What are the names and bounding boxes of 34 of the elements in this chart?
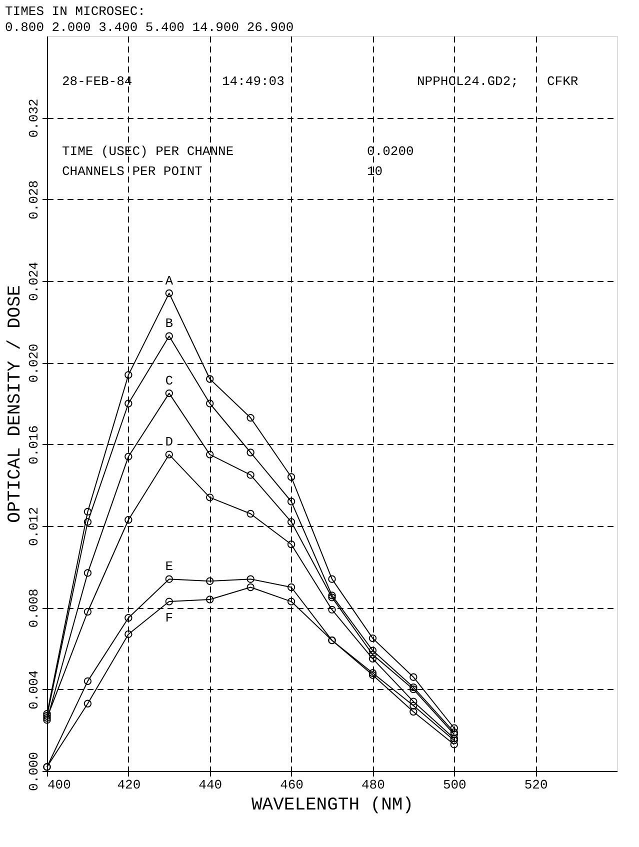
series-label: D <box>165 434 174 450</box>
y-tick-label: 0.004 <box>26 670 42 710</box>
x-tick-label: 460 <box>280 778 304 792</box>
x-tick-label: 480 <box>362 778 385 792</box>
y-tick-label: 0.016 <box>26 425 42 464</box>
annotation: CFKR <box>547 74 578 89</box>
y-tick-label: 0.008 <box>26 588 42 628</box>
x-tick-label: 420 <box>117 778 141 792</box>
annotation: 28-FEB-84 <box>62 74 132 89</box>
annotation: CHANNELS PER POINT <box>62 164 203 179</box>
annotation: 14:49:03 <box>222 74 284 89</box>
annotation: NPPHCL24.GD2; <box>417 74 518 89</box>
x-tick-label: 520 <box>524 778 548 792</box>
x-tick-label: 440 <box>198 778 222 792</box>
series-label: A <box>165 273 174 288</box>
y-tick-label: 0.000 <box>26 752 42 792</box>
y-tick-label: 0.012 <box>26 506 42 546</box>
y-tick-label: 0.028 <box>26 180 42 220</box>
series-label: B <box>165 316 174 332</box>
y-axis-title: OPTICAL DENSITY / DOSE <box>6 285 26 523</box>
series-label: E <box>165 559 174 574</box>
y-tick-label: 0.020 <box>26 344 42 383</box>
x-tick-label: 500 <box>442 778 466 792</box>
annotation: TIME (USEC) PER CHANNE <box>62 144 234 159</box>
series-label: C <box>165 373 174 388</box>
y-tick-label: 0.032 <box>26 98 42 138</box>
chart-subtitle: 0.800 2.000 3.400 5.400 14.900 26.900 <box>5 20 294 35</box>
series-label: F <box>165 610 174 626</box>
annotation: 10 <box>367 164 383 179</box>
chart-title: TIMES IN MICROSEC: <box>5 4 146 19</box>
y-tick-label: 0.024 <box>26 262 42 302</box>
annotation: 0.0200 <box>367 144 414 159</box>
x-tick-label: 400 <box>48 778 71 792</box>
x-axis-title: WAVELENGTH (NM) <box>251 796 414 816</box>
